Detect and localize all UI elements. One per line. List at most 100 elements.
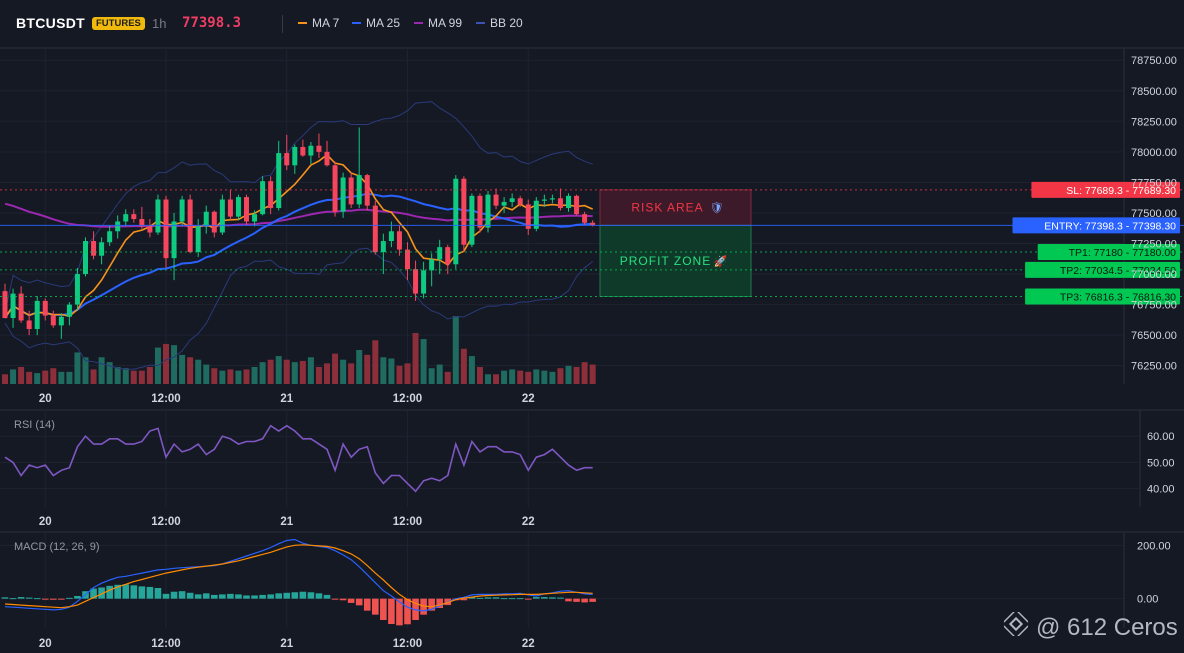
- macd-histogram-bar: [500, 598, 508, 600]
- volume-bar: [82, 357, 89, 384]
- macd-histogram-bar: [275, 593, 282, 599]
- header-divider: [282, 15, 283, 33]
- legend-ma99[interactable]: MA 99: [414, 16, 462, 30]
- level-label: ENTRY: 77398.3 - 77398.30: [1044, 220, 1176, 232]
- macd-histogram-bar: [557, 597, 564, 599]
- candle-body: [372, 205, 378, 253]
- macd-histogram-bar: [33, 598, 41, 600]
- volume-bar: [565, 365, 572, 384]
- macd-histogram-bar: [9, 598, 17, 600]
- macd-histogram-bar: [428, 598, 435, 611]
- macd-histogram-bar: [524, 598, 532, 600]
- candle-body: [74, 274, 80, 305]
- volume-bar: [98, 357, 105, 384]
- volume-bar: [533, 369, 540, 384]
- symbol-title[interactable]: BTCUSDT: [16, 15, 85, 31]
- candle-body: [163, 199, 169, 259]
- macd-histogram-bar: [130, 585, 138, 599]
- price-tick-label: 77000.00: [1131, 269, 1177, 281]
- time-tick-label: 20: [39, 516, 52, 528]
- volume-bar: [436, 364, 443, 384]
- volume-bar: [275, 356, 282, 384]
- macd-histogram-bar: [25, 597, 33, 599]
- macd-histogram-bar: [251, 595, 258, 599]
- legend-bb20-label: BB 20: [490, 16, 523, 30]
- candle-body: [421, 270, 427, 294]
- volume-bar: [509, 369, 516, 384]
- macd-histogram-bar: [565, 598, 572, 602]
- price-tick-label: 78000.00: [1131, 147, 1177, 159]
- candle-body: [10, 293, 16, 319]
- volume-bar: [380, 357, 387, 384]
- price-tick-label: 77250.00: [1131, 238, 1177, 250]
- volume-bar: [203, 364, 210, 384]
- macd-histogram-bar: [170, 591, 178, 599]
- legend-ma25[interactable]: MA 25: [352, 16, 400, 30]
- price-tick-label: 78250.00: [1131, 116, 1177, 128]
- timeframe-label[interactable]: 1h: [152, 16, 167, 31]
- time-tick-label: 21: [280, 516, 293, 528]
- volume-bar: [251, 367, 258, 384]
- time-tick-label: 21: [280, 393, 293, 405]
- macd-histogram-bar: [211, 594, 218, 599]
- volume-bar: [10, 369, 17, 384]
- macd-histogram-bar: [219, 594, 226, 599]
- volume-bar: [340, 359, 347, 384]
- candle-body: [203, 211, 209, 227]
- legend-ma25-label: MA 25: [366, 16, 401, 30]
- volume-bar: [26, 371, 33, 384]
- candle-body: [244, 197, 249, 222]
- candle-body: [469, 195, 475, 245]
- time-tick-label: 20: [39, 393, 52, 405]
- macd-histogram-bar: [162, 593, 170, 599]
- volume-bar: [549, 371, 556, 384]
- candle-body: [99, 242, 105, 256]
- volume-bar: [74, 352, 81, 384]
- candle-body: [429, 259, 435, 271]
- candle-body: [123, 214, 129, 222]
- macd-histogram-bar: [267, 594, 274, 599]
- volume-bar: [50, 368, 57, 384]
- binance-diamond-icon: [1000, 608, 1032, 643]
- macd-histogram-bar: [307, 592, 315, 599]
- candle-body: [179, 199, 185, 222]
- volume-bar: [573, 367, 580, 384]
- watermark: @ 612 Ceros: [1000, 608, 1178, 643]
- candle-body: [453, 178, 459, 265]
- candle-body: [501, 201, 507, 206]
- volume-bar: [219, 370, 226, 384]
- legend-ma7[interactable]: MA 7: [298, 16, 339, 30]
- macd-tick-label: 200.00: [1137, 540, 1171, 552]
- volume-bar: [163, 343, 169, 384]
- time-tick-label: 22: [522, 393, 535, 405]
- volume-bar: [517, 370, 524, 384]
- volume-bar: [541, 370, 548, 384]
- volume-bar: [122, 368, 129, 384]
- rsi-title: RSI (14): [14, 419, 55, 431]
- candle-body: [340, 177, 346, 212]
- volume-bar: [259, 362, 266, 384]
- macd-histogram-bar: [58, 598, 65, 600]
- macd-histogram-bar: [243, 595, 250, 599]
- volume-bar: [420, 339, 427, 384]
- macd-histogram-bar: [468, 597, 476, 599]
- macd-histogram-bar: [186, 592, 194, 599]
- candle-body: [380, 241, 386, 253]
- volume-bar: [34, 373, 41, 384]
- time-tick-label: 21: [280, 638, 293, 650]
- candle-body: [171, 221, 177, 259]
- macd-histogram-bar: [315, 593, 323, 599]
- candle-body: [541, 199, 547, 201]
- macd-title: MACD (12, 26, 9): [14, 541, 100, 553]
- volume-bar: [42, 370, 49, 384]
- volume-bar: [404, 363, 411, 384]
- risk-area-label: RISK AREA: [631, 201, 703, 215]
- candle-body: [461, 178, 467, 245]
- candle-body: [58, 316, 64, 326]
- candle-body: [396, 231, 402, 250]
- level-label: TP3: 76816.3 - 76816.30: [1060, 291, 1176, 303]
- macd-histogram-bar: [146, 586, 154, 599]
- legend-bb20[interactable]: BB 20: [476, 16, 523, 30]
- candle-body: [477, 195, 483, 228]
